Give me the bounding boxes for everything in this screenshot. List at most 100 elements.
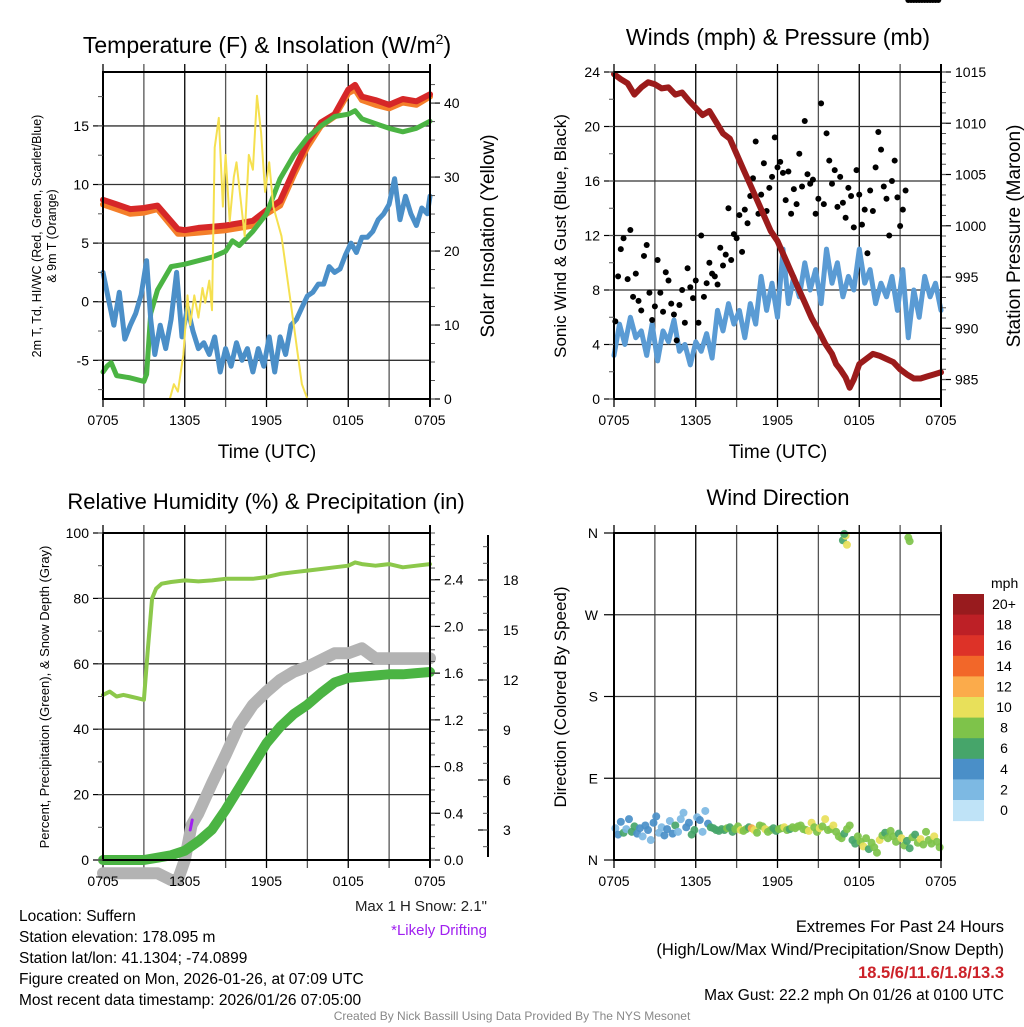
recent-data-text: Most recent data timestamp: 2026/01/26 0…	[19, 992, 362, 1009]
series-line-relative-humidity	[101, 560, 432, 702]
colorbar-label: 18	[996, 617, 1012, 633]
y-tick-label: N	[588, 525, 598, 541]
gust-point	[660, 308, 667, 315]
series-line-precipitation	[98, 667, 435, 865]
wind-direction-point	[676, 815, 685, 824]
gust-point	[878, 146, 885, 153]
temperature-series	[100, 81, 433, 400]
y-tick-label: 24	[584, 64, 600, 80]
wind-direction-point	[638, 832, 647, 841]
gust-point	[897, 222, 904, 229]
gust-point	[769, 173, 776, 180]
gust-point	[654, 257, 661, 264]
gust-point	[670, 311, 677, 318]
gust-point	[826, 157, 833, 164]
y-tick-label: 10	[73, 177, 89, 193]
gust-point	[687, 284, 694, 291]
gust-point	[842, 214, 849, 221]
colorbar-swatch	[953, 635, 984, 657]
wind-direction-point	[701, 806, 710, 815]
gust-point	[858, 221, 865, 228]
y2-tick-label: 40	[444, 95, 460, 111]
gust-point	[872, 164, 879, 171]
gust-point	[831, 167, 838, 174]
max-snow-note: Max 1 H Snow: 2.1"	[354, 898, 487, 915]
temperature-y-axis-label-line2: & 9m T (Orange)	[45, 189, 59, 282]
wind-direction-point	[684, 818, 693, 827]
y2-tick-label: 1010	[955, 115, 986, 131]
extremes-block: Extremes For Past 24 Hours (High/Low/Max…	[656, 916, 1004, 1006]
wind-direction-grid	[613, 525, 942, 868]
wind-direction-point	[671, 821, 680, 830]
colorbar-label: 10	[996, 699, 1012, 715]
gust-point	[676, 301, 683, 308]
gust-point	[848, 192, 855, 199]
y-tick-label: 16	[584, 173, 600, 189]
y-tick-label: -5	[77, 352, 90, 368]
gust-point	[793, 201, 800, 208]
x-tick-label: 0705	[87, 873, 118, 889]
colorbar-swatch	[953, 614, 984, 636]
gust-point	[635, 297, 642, 304]
x-tick-label: 0705	[925, 412, 956, 428]
colorbar-label: 14	[996, 658, 1012, 674]
winds-y-axis-label: Sonic Wind & Gust (Blue, Black)	[551, 114, 570, 358]
gust-point	[640, 252, 647, 259]
gust-point	[809, 176, 816, 183]
wind-direction-point	[753, 828, 762, 837]
gust-point	[733, 235, 740, 242]
gust-point	[749, 175, 756, 182]
gust-point	[850, 224, 857, 231]
y-tick-label: W	[585, 607, 599, 623]
gust-point	[820, 201, 827, 208]
gust-point	[834, 203, 841, 210]
gust-point	[698, 232, 705, 239]
colorbar-swatch	[953, 655, 984, 677]
gust-point	[720, 262, 726, 269]
y-tick-label: 4	[592, 337, 600, 353]
series-line-solar-insolation	[102, 94, 431, 400]
y2-tick-label: 1005	[955, 167, 986, 183]
colorbar-swatch	[953, 758, 984, 780]
wind-direction-point	[616, 817, 625, 826]
x-tick-label: 0705	[925, 873, 956, 889]
x-tick-label: 0705	[87, 412, 118, 428]
x-tick-label: 1305	[169, 412, 200, 428]
x-tick-label: 1305	[680, 873, 711, 889]
gust-point	[888, 178, 895, 184]
gust-point	[815, 195, 822, 202]
gust-point	[875, 128, 882, 135]
wind-direction-point	[649, 818, 658, 827]
gust-point	[782, 197, 789, 204]
wind-direction-point	[624, 815, 633, 824]
gust-point	[799, 183, 806, 190]
x-tick-label: 0705	[598, 412, 629, 428]
y2-tick-label: 2.0	[444, 618, 464, 634]
humidity-series	[97, 560, 436, 886]
gust-point	[728, 257, 735, 264]
y2-tick-label: 10	[444, 317, 460, 333]
y2-tick-label: 20	[444, 243, 460, 259]
winds-series	[611, 0, 944, 391]
y2-tick-label: 995	[955, 269, 979, 285]
gust-point	[703, 280, 710, 287]
gust-point	[856, 191, 863, 198]
colorbar-label: 2	[1000, 781, 1008, 797]
gust-point	[615, 273, 622, 280]
extremes-values: 18.5/6/11.6/1.8/13.3	[858, 964, 1004, 982]
colorbar-label: 12	[996, 678, 1012, 694]
x-tick-label: 1905	[251, 412, 282, 428]
gust-point	[823, 130, 830, 137]
y-tick-label: S	[589, 689, 598, 705]
gust-point	[758, 191, 765, 198]
y-tick-label: 8	[592, 282, 600, 298]
pressure-y-axis-label: Station Pressure (Maroon)	[1004, 125, 1024, 348]
gust-point	[643, 242, 650, 249]
humidity-y-axis-label: Percent, Precipitation (Green), & Snow D…	[37, 546, 52, 849]
winds-x-axis-label: Time (UTC)	[729, 442, 828, 463]
temperature-y-axis-label-line1: 2m T, Td, HI/WC (Red, Green, Scarlet/Blu…	[30, 115, 44, 358]
temperature-axes: 0705 1305 1905 0105 0705 -5 0 5 10 15 0 10 20 30 40	[73, 64, 460, 428]
series-line-likely-drifting	[188, 818, 194, 832]
x-tick-label: 1305	[680, 412, 711, 428]
